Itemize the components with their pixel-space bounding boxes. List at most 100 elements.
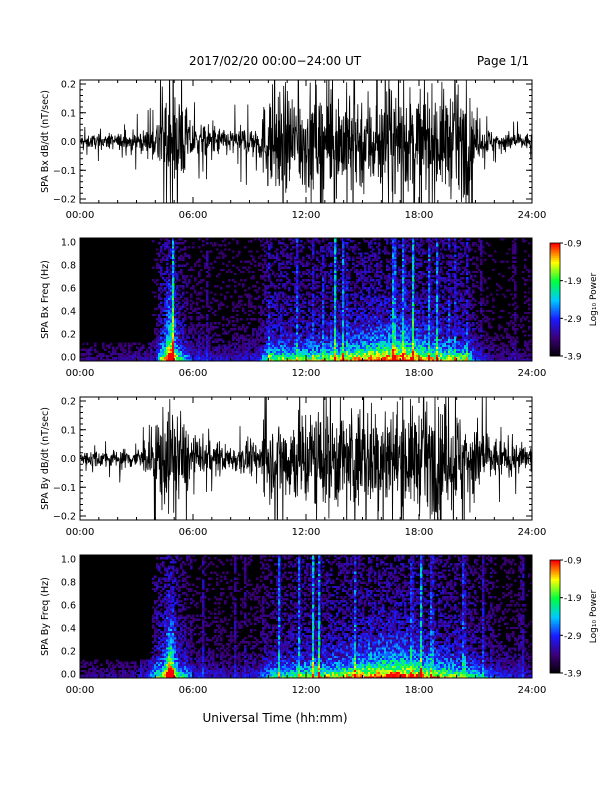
spectrogram-cell xyxy=(376,356,379,360)
spectrogram-cell xyxy=(202,315,205,319)
spectrogram-cell xyxy=(248,338,251,341)
spectrogram-cell xyxy=(206,301,209,304)
spectrogram-cell xyxy=(344,320,347,323)
spectrogram-cell xyxy=(170,289,173,292)
spectrogram-cell xyxy=(402,248,405,251)
spectrogram-cell xyxy=(392,242,395,245)
spectrogram-cell xyxy=(406,338,409,341)
spectrogram-cell xyxy=(168,299,171,302)
spectrogram-cell xyxy=(126,356,129,360)
spectrogram-cell xyxy=(168,324,171,327)
spectrogram-cell xyxy=(414,272,417,276)
spectrogram-cell xyxy=(302,320,305,323)
spectrogram-cell xyxy=(130,354,133,358)
spectrogram-cell xyxy=(312,240,315,243)
spectrogram-cell xyxy=(266,268,269,272)
spectrogram-cell xyxy=(358,350,361,354)
spectrogram-cell xyxy=(376,354,379,358)
spectrogram-cell xyxy=(332,352,335,356)
spectrogram-cell xyxy=(182,293,185,296)
spectrogram-cell xyxy=(342,344,345,347)
spectrogram-cell xyxy=(168,248,171,251)
spectrogram-cell xyxy=(386,268,389,272)
spectrogram-cell xyxy=(280,358,283,362)
spectrogram-cell xyxy=(108,354,111,358)
spectrogram-cell xyxy=(148,354,151,358)
spectrogram-cell xyxy=(324,272,327,276)
spectrogram-cell xyxy=(238,352,241,356)
spectrogram-cell xyxy=(400,305,403,308)
spectrogram-cell xyxy=(308,354,311,358)
spectrogram-cell xyxy=(352,330,355,333)
spectrogram-cell xyxy=(184,324,187,327)
spectrogram-cell xyxy=(198,264,201,267)
spectrogram-cell xyxy=(166,307,169,311)
spectrogram-cell xyxy=(310,315,313,319)
spectrogram-cell xyxy=(274,260,277,263)
spectrogram-cell xyxy=(154,295,157,298)
spectrogram-cell xyxy=(156,279,159,282)
spectrogram-cell xyxy=(362,348,365,352)
spectrogram-cell xyxy=(412,342,415,345)
spectrogram-cell xyxy=(328,340,331,343)
spectrogram-cell xyxy=(388,299,391,302)
spectrogram-cell xyxy=(172,281,175,284)
spectrogram-cell xyxy=(418,250,421,253)
spectrogram-cell xyxy=(210,356,213,360)
spectrogram-cell xyxy=(288,297,291,300)
spectrogram-cell xyxy=(156,328,159,331)
spectrogram-cell xyxy=(338,338,341,341)
spectrogram-cell xyxy=(312,334,315,337)
spectrogram-cell xyxy=(180,313,183,317)
spectrogram-cell xyxy=(290,252,293,255)
spectrogram-cell xyxy=(296,295,299,298)
spectrogram-cell xyxy=(206,330,209,333)
spectrogram-cell xyxy=(344,317,347,321)
spectrogram-cell xyxy=(322,330,325,333)
spectrogram-cell xyxy=(164,358,167,362)
spectrogram-cell xyxy=(338,350,341,354)
spectrogram-cell xyxy=(124,354,127,358)
spectrogram-cell xyxy=(340,326,343,329)
spectrogram-cell xyxy=(268,328,271,331)
spectrogram-cell xyxy=(220,250,223,253)
spectrogram-cell xyxy=(260,274,263,278)
spectrogram-cell xyxy=(364,350,367,354)
spectrogram-cell xyxy=(354,305,357,308)
spectrogram-cell xyxy=(176,242,179,245)
spectrogram-cell xyxy=(194,307,197,311)
spectrogram-cell xyxy=(304,340,307,343)
spectrogram-cell xyxy=(392,320,395,323)
spectrogram-cell xyxy=(172,332,175,335)
spectrogram-cell xyxy=(390,328,393,331)
spectrogram-cell xyxy=(112,356,115,360)
spectrogram-cell xyxy=(328,324,331,327)
spectrogram-cell xyxy=(406,350,409,354)
spectrogram-cell xyxy=(378,330,381,333)
spectrogram-cell xyxy=(392,301,395,304)
spectrogram-cell xyxy=(208,274,211,278)
spectrogram-cell xyxy=(392,266,395,270)
spectrogram-cell xyxy=(194,276,197,280)
spectrogram-cell xyxy=(262,274,265,278)
spectrogram-cell xyxy=(338,283,341,286)
spectrogram-cell xyxy=(294,354,297,358)
spectrogram-cell xyxy=(248,299,251,302)
spectrogram-cell xyxy=(172,240,175,243)
spectrogram-cell xyxy=(260,276,263,280)
spectrogram-cell xyxy=(276,348,279,352)
spectrogram-cell xyxy=(392,334,395,337)
spectrogram-cell xyxy=(344,358,347,362)
spectrogram-cell xyxy=(296,297,299,300)
spectrogram-cell xyxy=(332,356,335,360)
spectrogram-cell xyxy=(252,358,255,362)
spectrogram-cell xyxy=(354,352,357,356)
spectrogram-cell xyxy=(196,283,199,286)
spectrogram-cell xyxy=(164,336,167,339)
spectrogram-cell xyxy=(172,326,175,329)
spectrogram-cell xyxy=(412,283,415,286)
spectrogram-cell xyxy=(346,354,349,358)
spectrogram-cell xyxy=(220,303,223,306)
spectrogram-cell xyxy=(164,287,167,290)
spectrogram-cell xyxy=(316,301,319,304)
